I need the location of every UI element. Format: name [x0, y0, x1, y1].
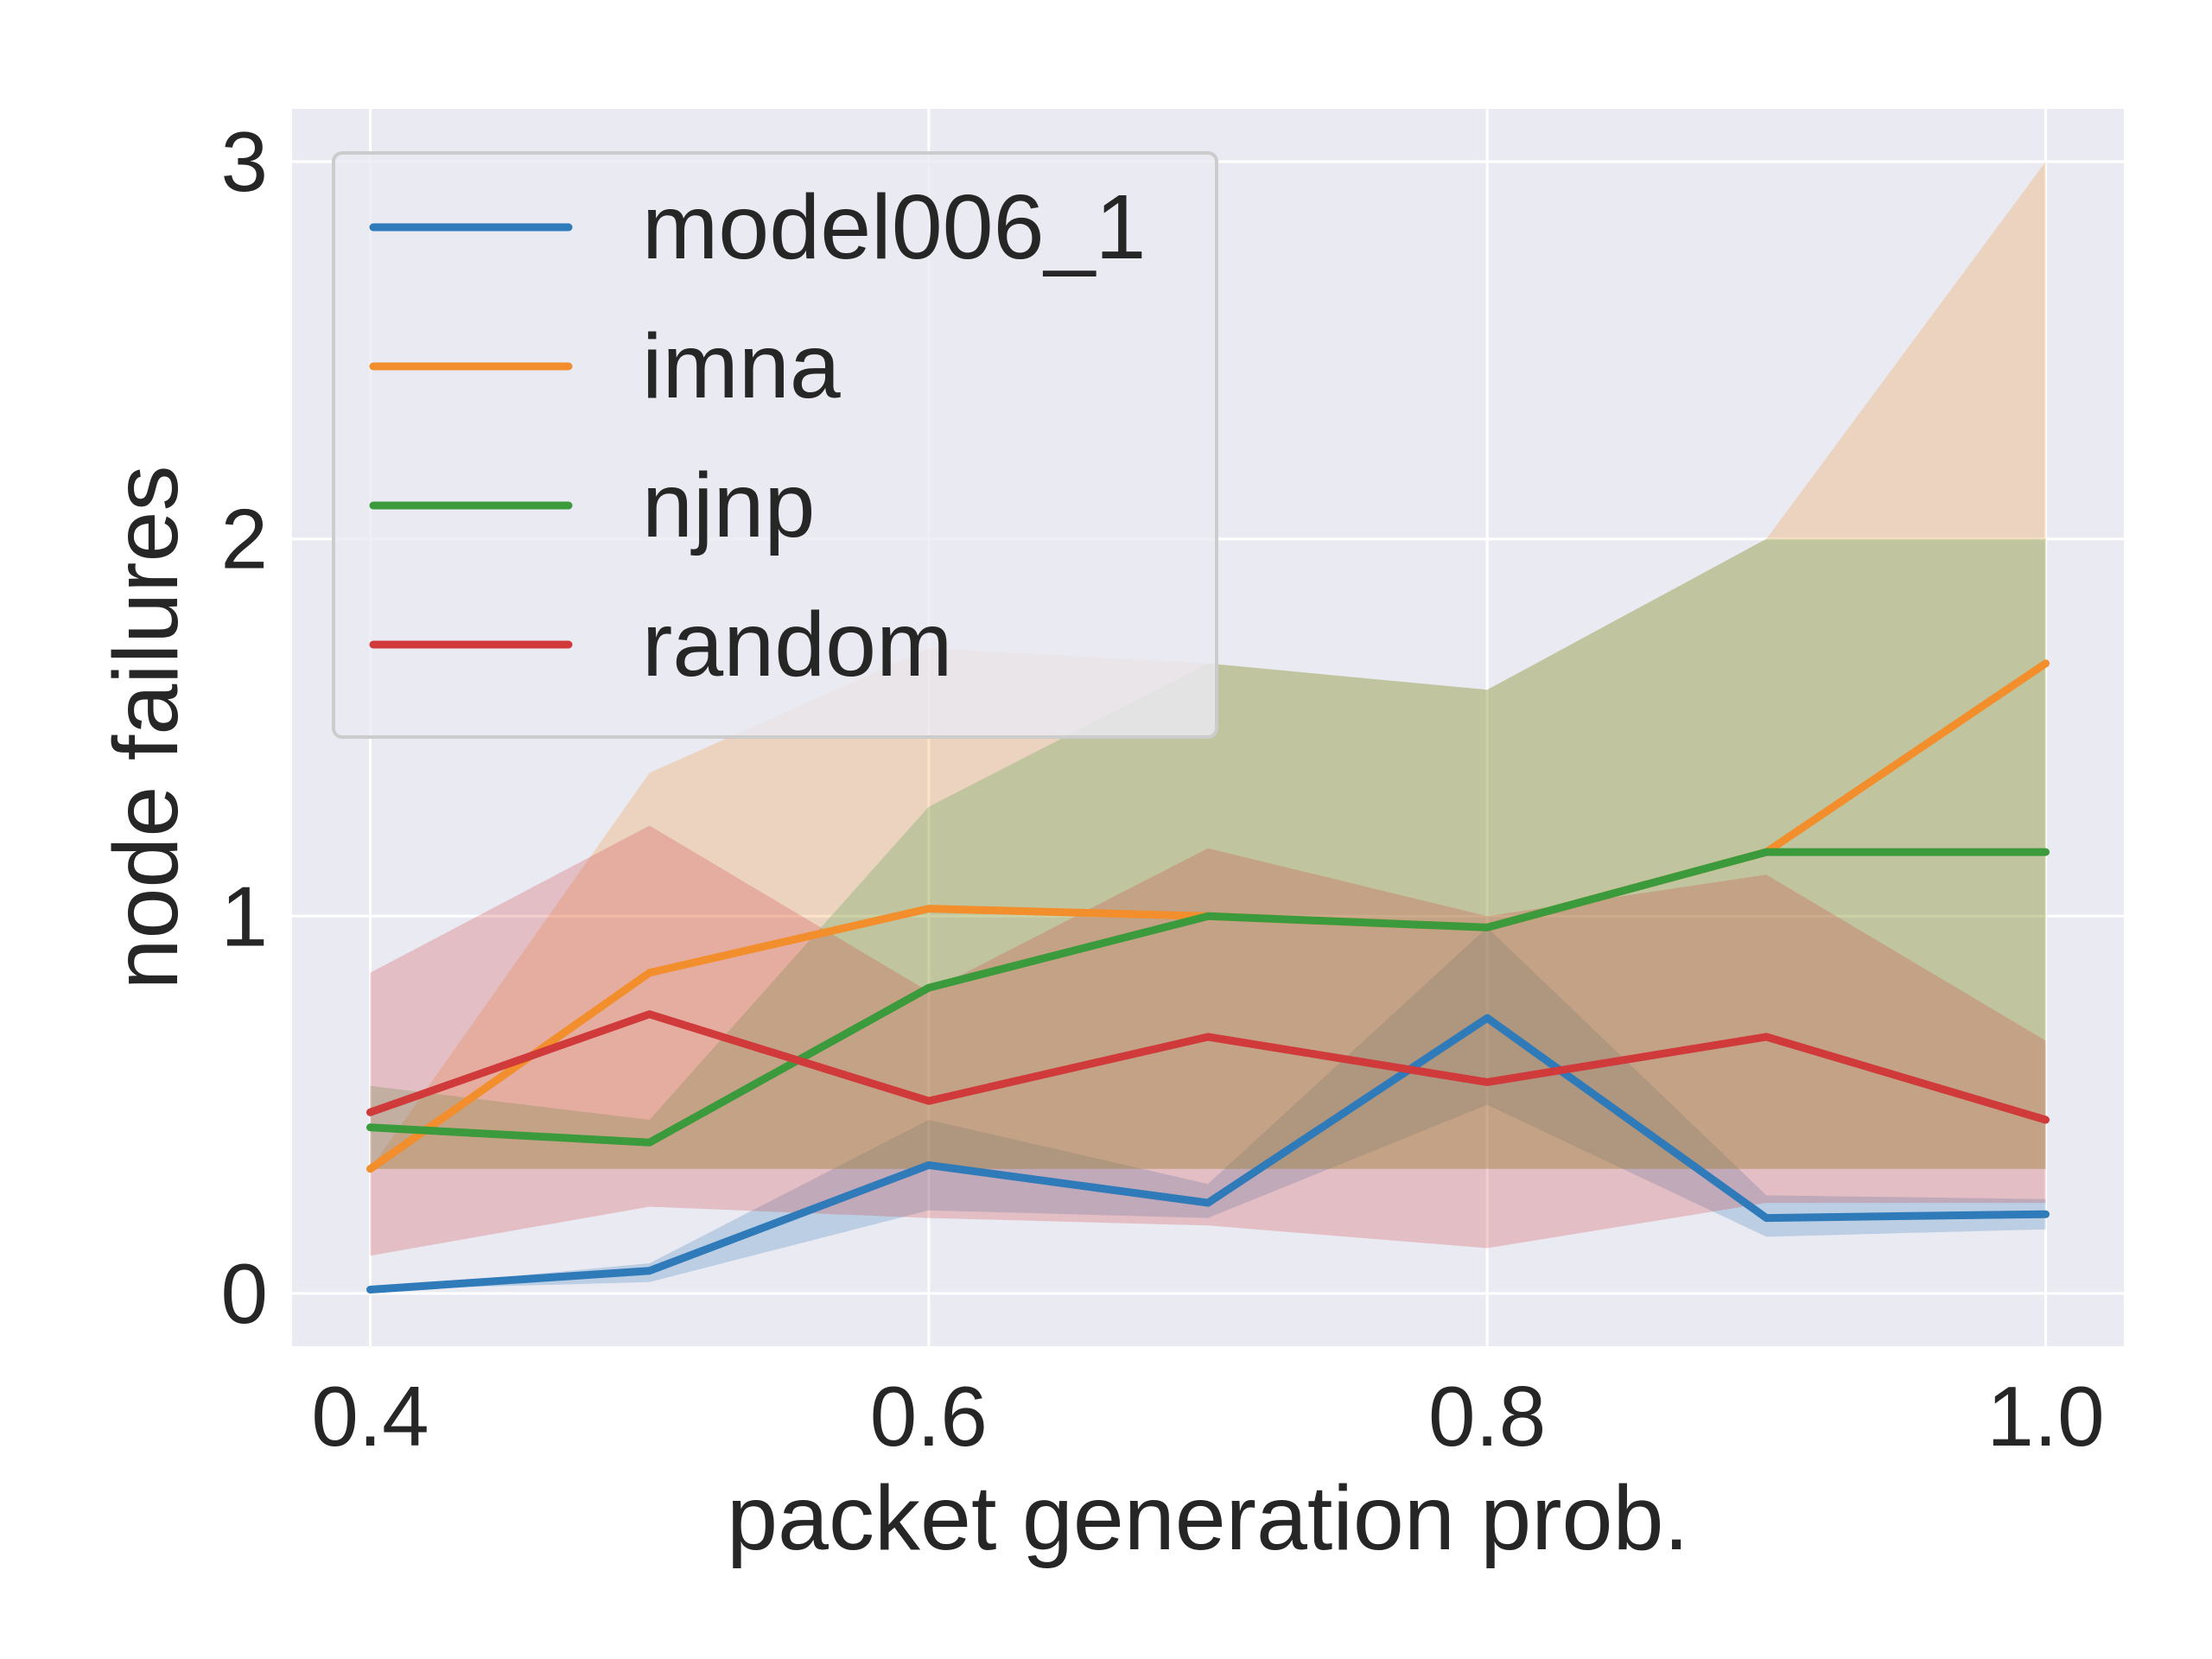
x-tick-label: 1.0: [1986, 1369, 2104, 1464]
y-axis-label: node failures: [95, 466, 197, 990]
legend-label-model006_1: model006_1: [642, 176, 1146, 278]
y-tick-label: 3: [220, 114, 268, 209]
x-tick-label: 0.6: [870, 1369, 988, 1464]
y-tick-label: 2: [220, 492, 268, 587]
confidence-band-model006_1: [370, 927, 2046, 1290]
series-lines: [366, 659, 2050, 1294]
series-line-model006_1: [366, 1014, 2050, 1294]
x-axis-label: packet generation prob.: [727, 1467, 1689, 1569]
series-line-njnp: [366, 848, 2050, 1147]
legend-label-random: random: [642, 594, 952, 696]
confidence-band-njnp: [370, 538, 2046, 1169]
legend-label-imna: imna: [642, 315, 841, 417]
y-axis-ticks: 0 1 2 3: [220, 114, 268, 1341]
legend-label-njnp: njnp: [642, 454, 815, 556]
x-tick-label: 0.8: [1428, 1369, 1546, 1464]
legend-frame: [332, 151, 1218, 739]
x-tick-label: 0.4: [311, 1369, 429, 1464]
y-tick-label: 1: [220, 868, 268, 963]
y-tick-label: 0: [220, 1246, 268, 1341]
x-axis-ticks: 0.4 0.6 0.8 1.0: [311, 1369, 2104, 1464]
series-line-random: [366, 1010, 2050, 1124]
